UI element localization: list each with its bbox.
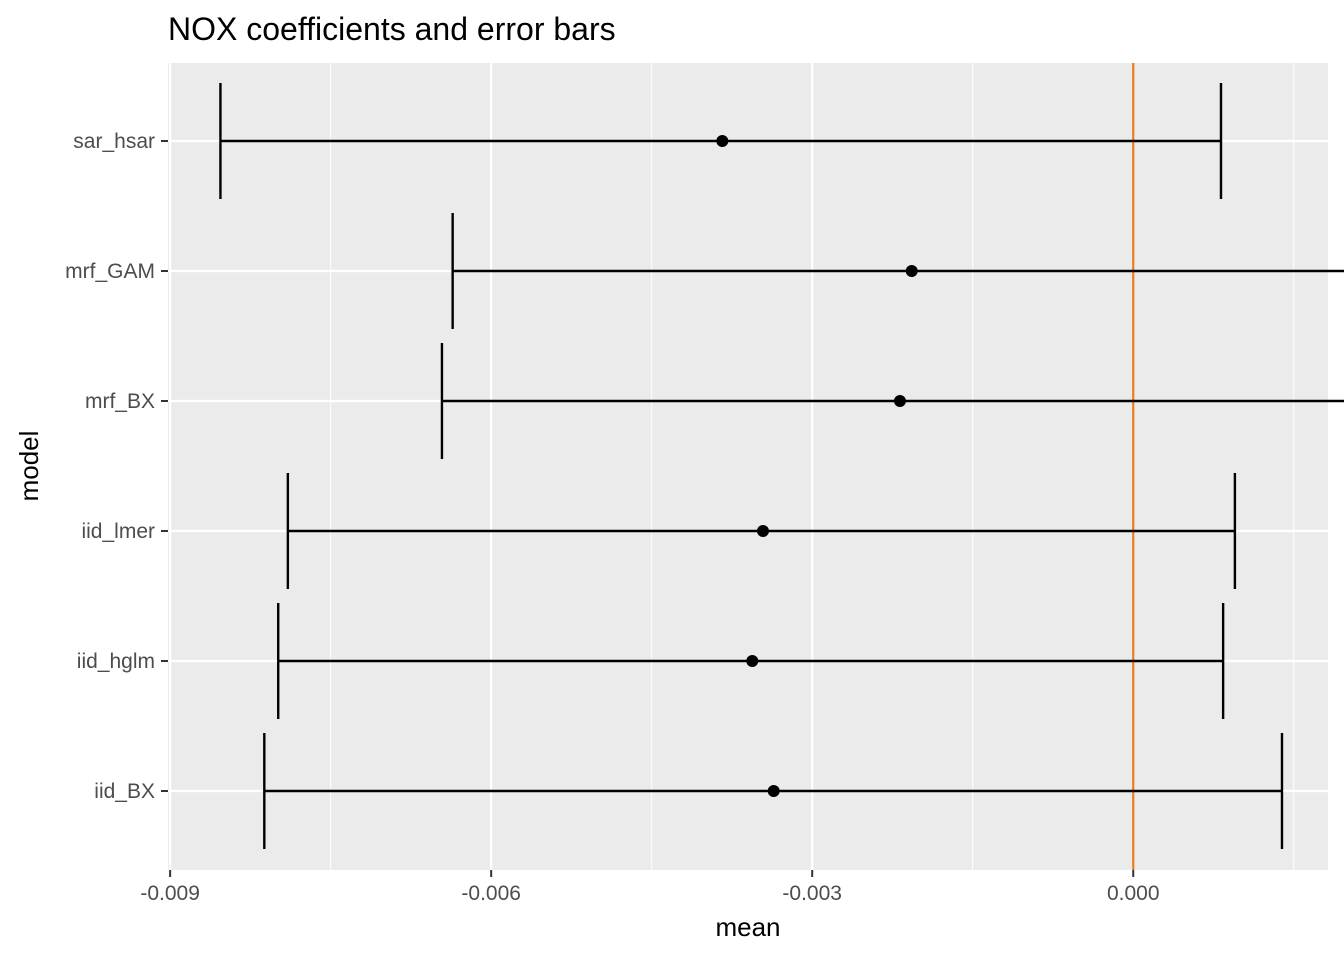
- mean-point: [905, 265, 918, 277]
- x-tick-label: -0.009: [140, 882, 200, 905]
- y-axis: sar_hsar mrf_GAM mrf_BX iid_lmer iid_hglmiid…: [65, 130, 168, 803]
- chart-title: NOX coefficients and error bars: [168, 11, 616, 47]
- x-axis-title: mean: [715, 912, 780, 942]
- y-tick-label: iid_lmer: [81, 520, 155, 543]
- mean-point: [756, 525, 769, 537]
- mean-point: [893, 395, 906, 407]
- x-tick-label: 0.000: [1107, 882, 1160, 905]
- mean-point: [746, 655, 759, 667]
- y-tick-label: mrf_GAM: [65, 260, 155, 283]
- plot-panel: [168, 63, 1328, 870]
- mean-point: [716, 135, 729, 147]
- mean-point: [767, 785, 780, 797]
- x-tick-label: -0.006: [461, 882, 521, 905]
- mean-points: [716, 135, 918, 797]
- y-tick-label: sar_hsar: [73, 130, 155, 153]
- x-axis: -0.009 -0.006 -0.003 0.000: [140, 870, 1160, 905]
- y-tick-label: mrf_BX: [85, 390, 155, 413]
- y-axis-title: model: [14, 431, 44, 502]
- y-tick-label: iid_BX: [94, 780, 155, 803]
- grid-minor-lines: [330, 63, 1295, 870]
- x-tick-label: -0.003: [782, 882, 842, 905]
- y-tick-label: iid_hglm: [77, 650, 155, 673]
